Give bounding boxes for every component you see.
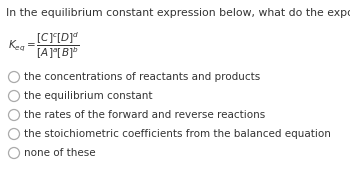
Text: $K_{eq}=\dfrac{[C]^{c}[D]^{d}}{[A]^{a}[B]^{b}}$: $K_{eq}=\dfrac{[C]^{c}[D]^{d}}{[A]^{a}[B… bbox=[8, 30, 80, 61]
Text: the concentrations of reactants and products: the concentrations of reactants and prod… bbox=[24, 72, 260, 82]
Text: In the equilibrium constant expression below, what do the exponents represent?: In the equilibrium constant expression b… bbox=[6, 8, 350, 18]
Text: the stoichiometric coefficients from the balanced equation: the stoichiometric coefficients from the… bbox=[24, 129, 331, 139]
Text: none of these: none of these bbox=[24, 148, 96, 158]
Text: the equilibrium constant: the equilibrium constant bbox=[24, 91, 153, 101]
Text: the rates of the forward and reverse reactions: the rates of the forward and reverse rea… bbox=[24, 110, 265, 120]
